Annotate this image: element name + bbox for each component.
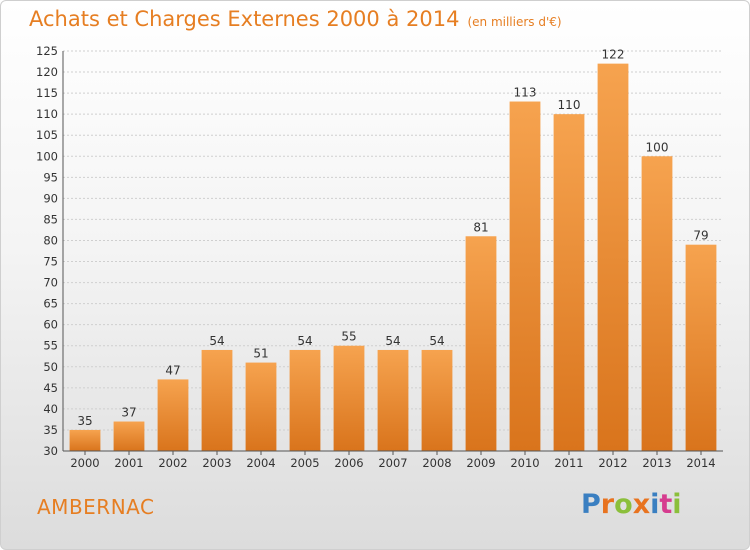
bar-2009 (465, 236, 497, 451)
y-tick-label: 65 (43, 297, 58, 311)
bar-2003 (201, 349, 233, 451)
bar-value-label: 100 (646, 140, 669, 154)
bar-value-label: 55 (341, 330, 356, 344)
bar-2014 (685, 244, 717, 451)
chart-title: Achats et Charges Externes 2000 à 2014 (e… (29, 7, 562, 31)
bar-2005 (289, 349, 321, 451)
bar-value-label: 110 (558, 98, 581, 112)
logo-letter: P (581, 489, 601, 520)
bar-2008 (421, 349, 453, 451)
bar-2002 (157, 379, 189, 451)
x-tick-label: 2002 (158, 456, 187, 470)
x-tick-label: 2008 (422, 456, 451, 470)
x-tick-label: 2013 (642, 456, 671, 470)
bar-2001 (113, 421, 145, 451)
bar-2000 (69, 429, 101, 451)
bar-value-label: 54 (385, 334, 400, 348)
y-tick-label: 60 (43, 318, 58, 332)
x-tick-label: 2012 (598, 456, 627, 470)
bar-2004 (245, 362, 277, 451)
bar-value-label: 47 (165, 363, 180, 377)
x-tick-label: 2005 (290, 456, 319, 470)
x-tick-label: 2003 (202, 456, 231, 470)
chart-title-text: Achats et Charges Externes 2000 à 2014 (29, 7, 460, 31)
bar-2010 (509, 101, 541, 452)
bar-2006 (333, 345, 365, 451)
x-tick-label: 2010 (510, 456, 539, 470)
y-tick-label: 90 (43, 191, 58, 205)
y-tick-label: 30 (43, 444, 58, 458)
x-tick-label: 2011 (554, 456, 583, 470)
x-tick-label: 2001 (114, 456, 143, 470)
x-tick-label: 2007 (378, 456, 407, 470)
bar-value-label: 54 (429, 334, 444, 348)
y-tick-label: 55 (43, 339, 58, 353)
commune-name: AMBERNAC (37, 495, 155, 519)
x-tick-label: 2000 (70, 456, 99, 470)
y-tick-label: 120 (36, 65, 58, 79)
logo-letter: t (659, 489, 673, 520)
bar-value-label: 51 (253, 347, 268, 361)
bar-2012 (597, 63, 629, 451)
x-tick-label: 2006 (334, 456, 363, 470)
y-tick-label: 100 (36, 149, 58, 163)
logo-letter: i (672, 489, 682, 520)
y-tick-label: 40 (43, 402, 58, 416)
bar-value-label: 54 (209, 334, 224, 348)
bar-value-label: 122 (602, 48, 625, 62)
logo-letter: o (614, 489, 633, 520)
y-tick-label: 125 (36, 44, 58, 58)
bar-value-label: 54 (297, 334, 312, 348)
y-tick-label: 50 (43, 360, 58, 374)
bar-value-label: 81 (473, 220, 488, 234)
logo-letter: x (632, 489, 651, 520)
y-tick-label: 45 (43, 381, 58, 395)
y-tick-label: 105 (36, 128, 58, 142)
bar-2013 (641, 156, 673, 451)
x-tick-label: 2014 (686, 456, 715, 470)
bar-value-label: 37 (121, 406, 136, 420)
y-tick-label: 75 (43, 255, 58, 269)
x-tick-label: 2004 (246, 456, 275, 470)
bar-value-label: 35 (77, 414, 92, 428)
chart-subtitle: (en milliers d'€) (467, 15, 562, 29)
y-tick-label: 115 (36, 86, 58, 100)
bar-value-label: 113 (514, 86, 537, 100)
logo-letter: r (600, 489, 615, 520)
y-tick-label: 35 (43, 423, 58, 437)
bar-2011 (553, 114, 585, 451)
y-tick-label: 80 (43, 233, 58, 247)
y-tick-label: 70 (43, 276, 58, 290)
bar-value-label: 79 (693, 229, 708, 243)
y-tick-label: 110 (36, 107, 58, 121)
bar-2007 (377, 349, 409, 451)
logo-letter: i (650, 489, 660, 520)
proxiti-logo: Proxiti (581, 489, 682, 520)
x-tick-label: 2009 (466, 456, 495, 470)
y-tick-label: 85 (43, 212, 58, 226)
y-tick-label: 95 (43, 170, 58, 184)
